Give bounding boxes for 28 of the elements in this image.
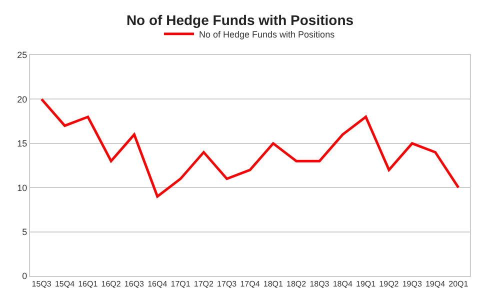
x-tick-label: 16Q1 <box>78 280 98 289</box>
x-tick-label: 19Q2 <box>379 280 400 289</box>
x-tick-label: 18Q1 <box>263 280 284 289</box>
line-series <box>40 98 460 198</box>
x-tick-label: 19Q1 <box>356 280 376 289</box>
x-tick-label: 16Q2 <box>101 280 122 289</box>
x-tick-label: 17Q1 <box>170 280 191 289</box>
x-tick-label: 17Q3 <box>217 280 238 289</box>
y-tick-label: 10 <box>17 182 28 193</box>
x-tick-label: 18Q3 <box>310 280 330 289</box>
legend-label: No of Hedge Funds with Positions <box>199 29 336 40</box>
x-tick-label: 19Q4 <box>425 280 446 289</box>
y-tick-label: 25 <box>17 50 28 60</box>
x-tick-label: 16Q3 <box>124 280 145 289</box>
x-tick-label: 18Q2 <box>286 280 307 289</box>
x-tick-label: 20Q1 <box>448 280 469 289</box>
y-tick-label: 15 <box>17 138 28 149</box>
y-tick-label: 5 <box>22 226 28 237</box>
x-tick-label: 15Q3 <box>32 280 52 289</box>
y-tick-label: 20 <box>17 94 28 104</box>
y-tick-label: 0 <box>22 271 28 282</box>
x-tick-label: 19Q3 <box>402 280 422 289</box>
x-tick-label: 15Q4 <box>54 280 76 289</box>
x-tick-label: 18Q4 <box>332 280 353 289</box>
chart-title: No of Hedge Funds with Positions <box>126 12 354 28</box>
x-tick-label: 17Q2 <box>194 280 214 289</box>
x-tick-label: 17Q4 <box>240 280 260 289</box>
x-tick-label: 16Q4 <box>148 280 168 289</box>
